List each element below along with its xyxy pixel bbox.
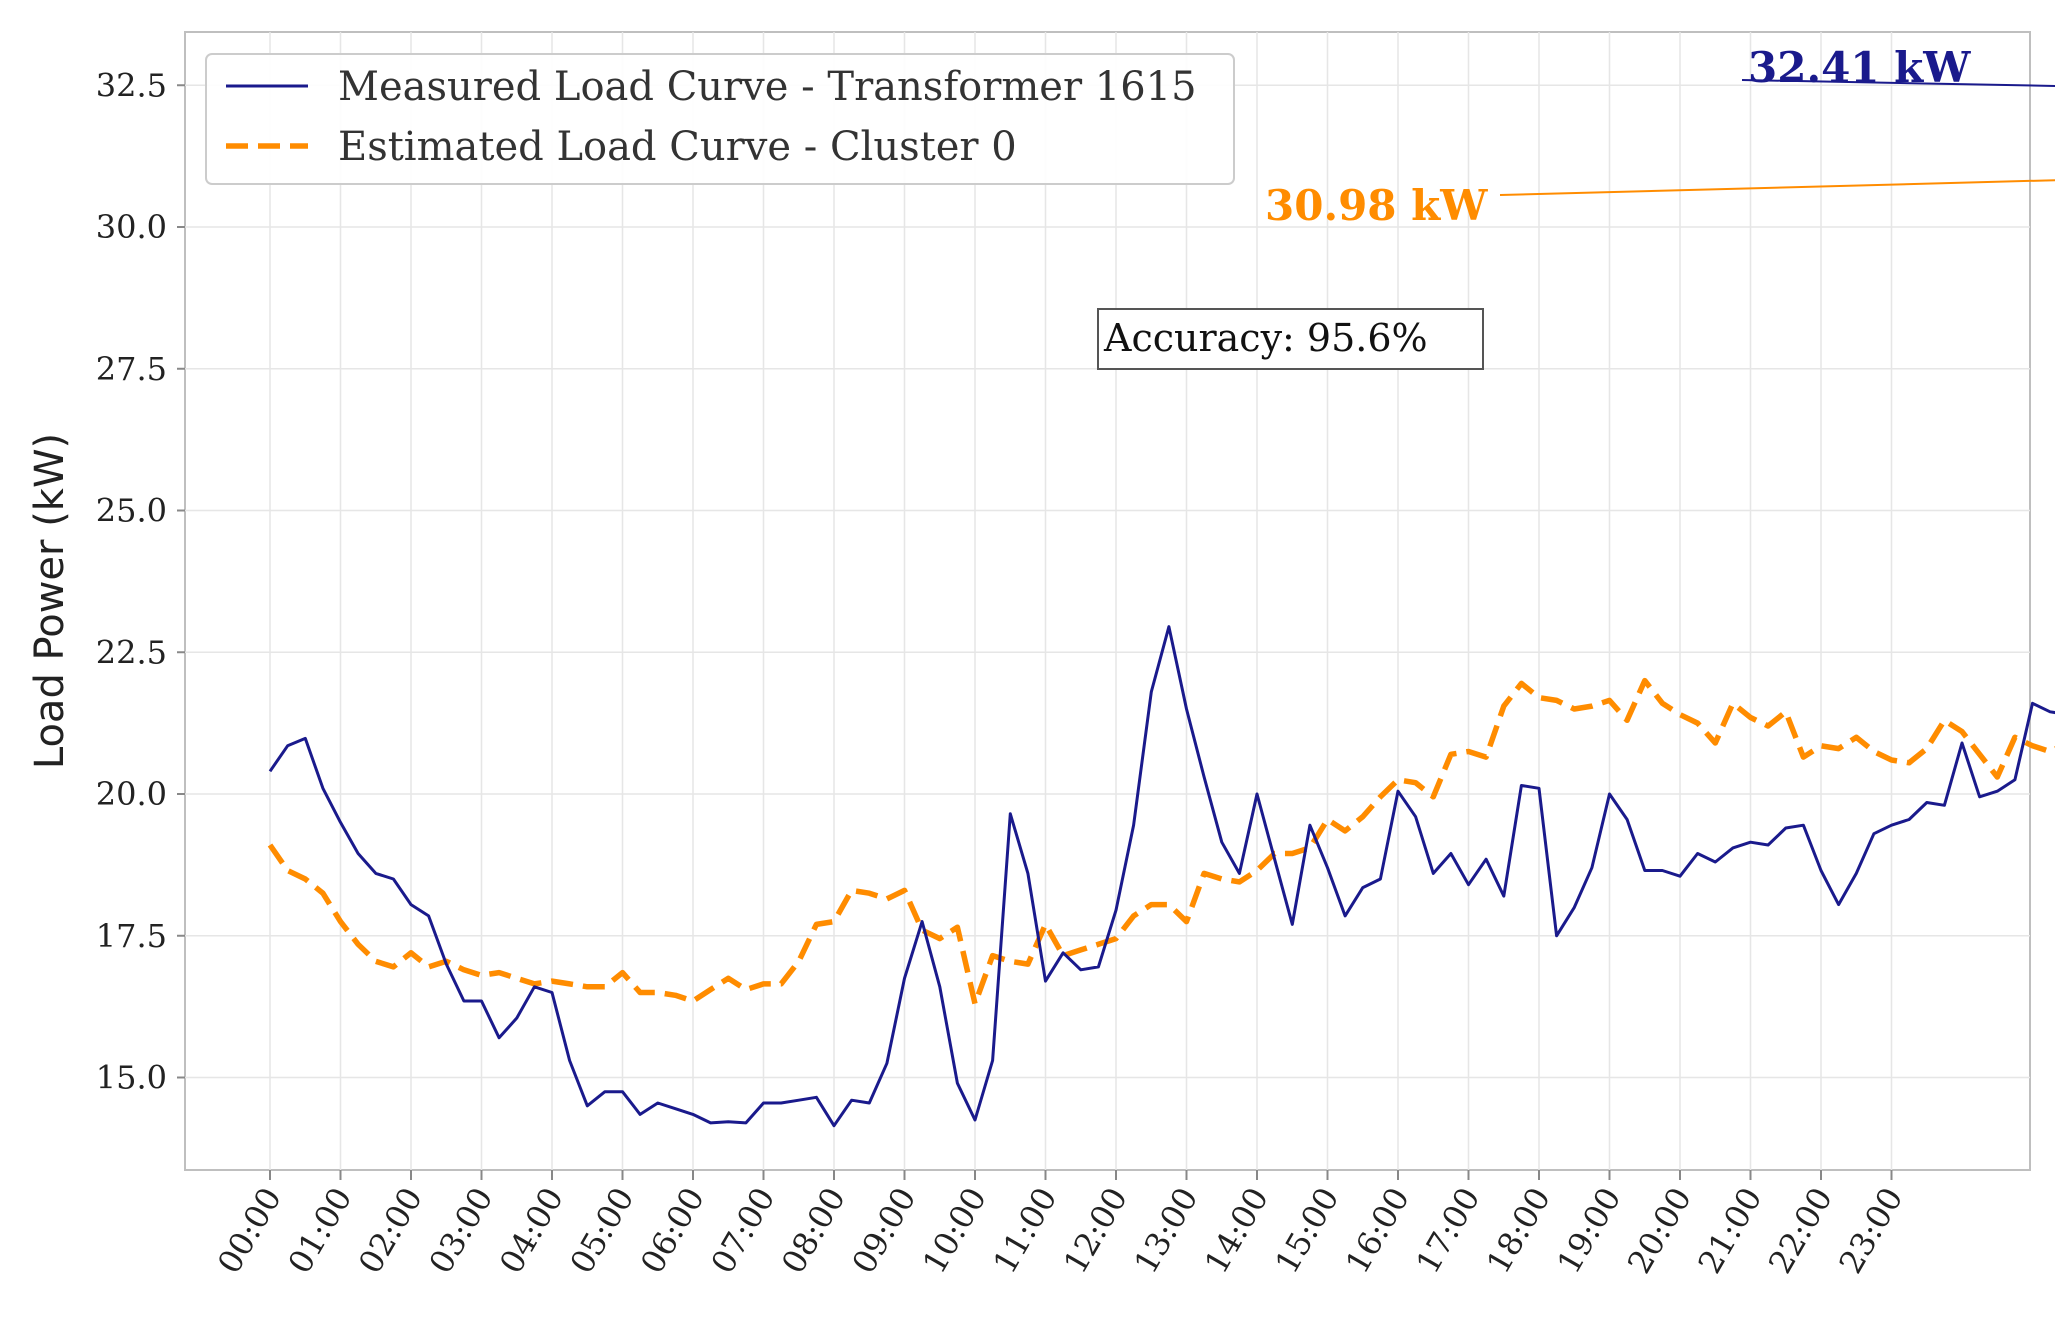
x-tick-label: 20:00	[1620, 1181, 1699, 1280]
x-tick-label: 02:00	[351, 1181, 430, 1280]
y-tick-label: 22.5	[96, 633, 167, 671]
x-tick-label: 11:00	[985, 1181, 1064, 1280]
x-tick-label: 23:00	[1831, 1181, 1910, 1280]
x-axis-ticks: 00:0001:0002:0003:0004:0005:0006:0007:00…	[210, 1170, 1910, 1280]
x-tick-label: 07:00	[703, 1181, 782, 1280]
y-axis-ticks: 15.0 17.5 20.0 22.5 25.0 27.5 30.0 32.5	[96, 66, 185, 1097]
grid-lines	[185, 32, 2030, 1170]
x-tick-label: 13:00	[1126, 1181, 1205, 1280]
estimated-peak-label: 30.98 kW	[1265, 181, 1488, 230]
plot-area	[184, 31, 2031, 1171]
x-tick-label: 15:00	[1267, 1181, 1346, 1280]
y-tick-label: 30.0	[96, 208, 167, 246]
x-tick-label: 04:00	[492, 1181, 571, 1280]
legend: Measured Load Curve - Transformer 1615 E…	[205, 53, 1235, 185]
x-tick-label: 08:00	[774, 1181, 853, 1280]
y-tick-label: 17.5	[96, 917, 167, 955]
accuracy-box-frame	[1097, 308, 1484, 370]
legend-label-estimated: Estimated Load Curve - Cluster 0	[338, 124, 1017, 170]
x-tick-label: 19:00	[1549, 1181, 1628, 1280]
x-tick-label: 10:00	[915, 1181, 994, 1280]
legend-label-measured: Measured Load Curve - Transformer 1615	[338, 64, 1197, 110]
x-tick-label: 00:00	[210, 1181, 289, 1280]
x-tick-label: 17:00	[1408, 1181, 1487, 1280]
y-tick-label: 27.5	[96, 350, 167, 388]
estimated-peak-arrow	[1499, 179, 2055, 196]
measured-load-line	[268, 625, 2055, 1128]
accuracy-label: Accuracy: 95.6%	[1103, 316, 1428, 360]
x-tick-label: 03:00	[421, 1181, 500, 1280]
y-tick-label: 20.0	[96, 775, 167, 813]
x-tick-label: 21:00	[1690, 1181, 1769, 1280]
y-tick-label: 25.0	[96, 492, 167, 530]
y-tick-label: 32.5	[96, 66, 167, 104]
x-tick-label: 22:00	[1761, 1181, 1840, 1280]
x-tick-label: 18:00	[1479, 1181, 1558, 1280]
legend-box	[205, 53, 1235, 185]
measured-peak-label: 32.41 kW	[1748, 43, 1971, 92]
x-tick-label: 09:00	[844, 1181, 923, 1280]
measured-peak-arrow	[1741, 79, 2055, 87]
y-tick-label: 15.0	[96, 1059, 167, 1097]
x-tick-label: 01:00	[280, 1181, 359, 1280]
estimated-load-line	[267, 677, 2055, 1007]
x-tick-label: 14:00	[1197, 1181, 1276, 1280]
x-tick-label: 05:00	[562, 1181, 641, 1280]
x-tick-label: 16:00	[1338, 1181, 1417, 1280]
x-tick-label: 06:00	[633, 1181, 712, 1280]
y-axis-label: Load Power (kW)	[27, 433, 73, 769]
accuracy-box: Accuracy: 95.6%	[1097, 308, 1484, 370]
x-tick-label: 12:00	[1056, 1181, 1135, 1280]
